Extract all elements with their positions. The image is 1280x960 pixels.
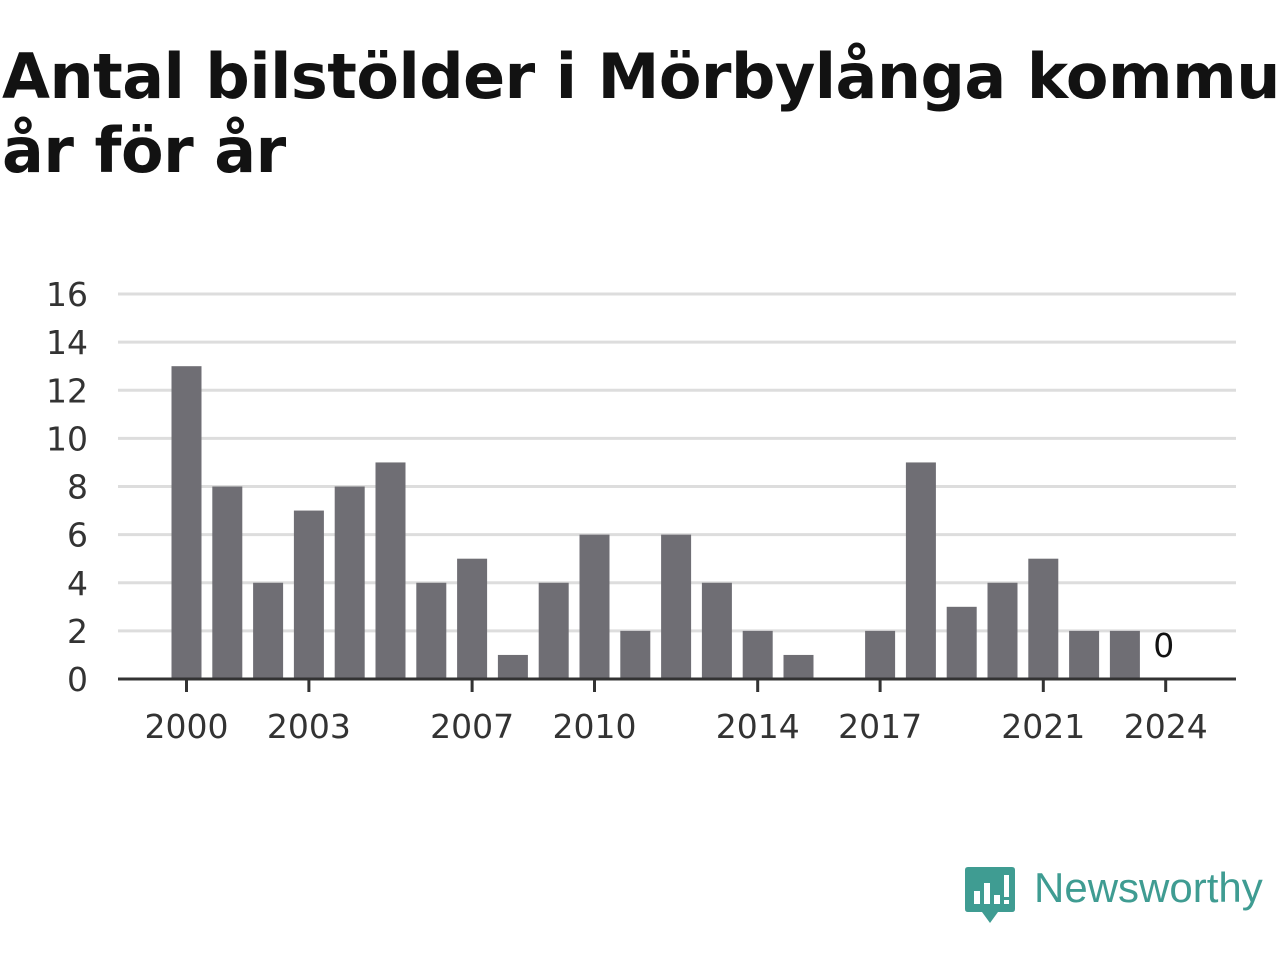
bar-2017: [865, 630, 896, 679]
y-tick-label: 2: [67, 612, 88, 651]
y-tick-label: 10: [46, 419, 88, 458]
y-tick-label: 0: [67, 660, 88, 699]
bar-2007: [457, 558, 488, 679]
x-tick-label: 2010: [553, 707, 637, 746]
bar-2014: [742, 630, 773, 679]
x-tick-label: 2003: [267, 707, 351, 746]
newsworthy-brand: Newsworthy: [964, 864, 1263, 928]
chart-title: Antal bilstölder i Mörbylånga kommun år …: [2, 40, 1280, 188]
bar-2003: [293, 510, 324, 679]
brand-name: Newsworthy: [1034, 864, 1263, 911]
chart-title-line-2: år för år: [2, 114, 286, 187]
x-axis: [118, 677, 1236, 692]
x-tick-label: 2021: [1001, 707, 1085, 746]
bar-2019: [946, 606, 977, 679]
bar-2000: [171, 366, 202, 679]
y-tick-label: 12: [46, 371, 88, 410]
bar-2022: [1069, 630, 1100, 679]
y-axis-tick-labels: 0 2 4 6 8 10 12 14 16: [46, 275, 88, 699]
x-tick-label: 2017: [838, 707, 922, 746]
data-label: 0: [1153, 626, 1174, 665]
bar-2023: [1109, 630, 1140, 679]
bar-2021: [1028, 558, 1059, 679]
y-tick-label: 6: [67, 516, 88, 555]
bars: [171, 366, 1140, 679]
bar-2012: [661, 534, 692, 679]
y-tick-label: 14: [46, 323, 88, 362]
y-tick-label: 16: [46, 275, 88, 314]
bar-2002: [253, 582, 284, 679]
bar-2008: [497, 654, 528, 679]
newsworthy-logo-icon: [965, 867, 1015, 923]
y-tick-label: 8: [67, 468, 88, 507]
bar-2013: [701, 582, 732, 679]
chart-title-line-1: Antal bilstölder i Mörbylånga kommun: [2, 40, 1280, 113]
bar-2011: [620, 630, 651, 679]
data-labels: 0: [1153, 626, 1174, 665]
x-tick-label: 2007: [430, 707, 514, 746]
x-tick-label: 2014: [716, 707, 800, 746]
bar-2001: [212, 486, 243, 679]
bar-2005: [375, 462, 406, 679]
bar-2015: [783, 654, 814, 679]
bar-2006: [416, 582, 447, 679]
bar-2020: [987, 582, 1018, 679]
bar-2009: [538, 582, 569, 679]
bar-2010: [579, 534, 610, 679]
bar-2004: [334, 486, 365, 679]
y-tick-label: 4: [67, 564, 88, 603]
x-tick-label: 2000: [145, 707, 229, 746]
x-tick-label: 2024: [1124, 707, 1208, 746]
bar-2018: [905, 462, 936, 679]
x-axis-tick-labels: 2000 2003 2007 2010 2014 2017 2021 2024: [145, 707, 1208, 746]
